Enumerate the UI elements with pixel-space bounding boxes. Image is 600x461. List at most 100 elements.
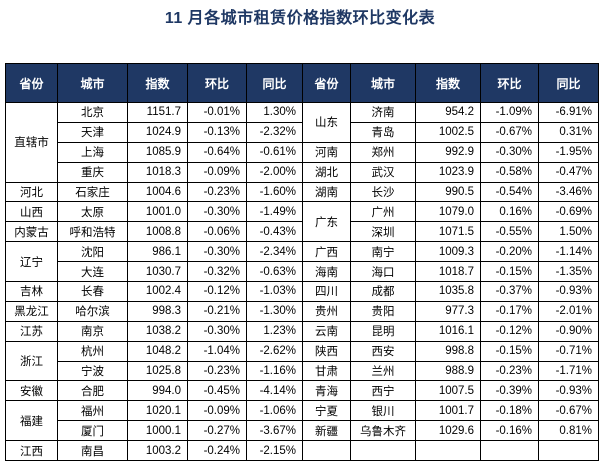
index-value-cell: 1029.6 (415, 420, 481, 442)
mom-value-cell: -0.16% (480, 420, 539, 442)
index-value-cell: 1038.2 (127, 320, 188, 342)
index-value-cell: 1001.7 (415, 400, 481, 422)
mom-value-cell: -0.09% (187, 400, 247, 422)
col-header-mom-left: 环比 (187, 63, 247, 103)
col-header-yoy-right: 同比 (538, 63, 599, 103)
city-cell: 杭州 (57, 340, 128, 362)
index-value-cell: 1003.2 (127, 440, 188, 461)
mom-value-cell: -1.09% (480, 102, 539, 123)
province-cell (302, 440, 351, 461)
province-cell: 云南 (302, 320, 351, 342)
province-cell: 江西 (5, 440, 58, 461)
yoy-value-cell: 1.23% (246, 320, 303, 342)
mom-value-cell: -0.13% (187, 121, 247, 143)
mom-value-cell: -0.30% (480, 141, 539, 163)
city-cell: 济南 (350, 102, 416, 123)
table-row: 上海 1085.9 -0.64% -0.61% 河南 郑州 992.9 -0.30% -1.95… (6, 141, 599, 163)
index-value-cell: 1008.8 (127, 221, 188, 243)
city-cell: 上海 (57, 141, 128, 163)
mom-value-cell: -0.64% (187, 141, 247, 163)
table-row: 江苏 南京 1038.2 -0.30% 1.23% 云南 昆明 1016.1 -0.12% -0.… (5, 320, 599, 342)
yoy-value-cell: 0.81% (538, 420, 599, 442)
province-cell: 河南 (302, 141, 351, 163)
index-value-cell: 977.3 (415, 300, 481, 322)
city-cell: 太原 (57, 201, 128, 223)
province-cell: 海南 (302, 261, 351, 283)
header-row: 省份 城市 指数 环比 同比 省份 城市 指数 环比 同比 (5, 63, 599, 103)
index-value-cell: 998.8 (415, 340, 481, 362)
province-cell: 浙江 (5, 340, 58, 382)
yoy-value-cell: -0.43% (246, 221, 303, 243)
yoy-value-cell: -1.49% (246, 201, 303, 223)
yoy-value-cell: -1.14% (538, 241, 599, 263)
yoy-value-cell: -1.30% (246, 300, 303, 322)
mom-value-cell: -0.30% (187, 241, 247, 263)
col-header-mom-right: 环比 (480, 63, 539, 103)
col-header-index-right: 指数 (415, 63, 481, 103)
mom-value-cell: -0.67% (480, 121, 539, 143)
city-cell: 南昌 (57, 440, 128, 461)
province-cell: 河北 (5, 181, 58, 203)
index-value-cell: 1020.1 (127, 400, 188, 422)
yoy-value-cell: 1.30% (246, 102, 303, 123)
index-value-cell: 994.0 (127, 380, 188, 402)
mom-value-cell: -0.58% (480, 161, 539, 183)
yoy-value-cell: -1.71% (538, 360, 599, 382)
province-cell: 山东 (302, 102, 351, 143)
city-cell: 贵阳 (350, 300, 416, 322)
city-cell: 青岛 (350, 121, 416, 143)
yoy-value-cell: -0.71% (538, 340, 599, 362)
table-row: 浙江 杭州 1048.2 -1.04% -2.62% 陕西 西安 998.8 -0.15% -0.… (5, 340, 599, 382)
table-row: 天津 1024.9 -0.13% -2.32% 青岛 1002.5 -0.67% 0.31% (6, 121, 599, 143)
yoy-value-cell: -1.35% (538, 261, 599, 283)
city-cell: 广州 (350, 201, 416, 223)
province-cell: 辽宁 (5, 241, 58, 283)
rent-index-table: 省份 城市 指数 环比 同比 省份 城市 指数 环比 同比 直辖市 北京 1151.… (5, 63, 599, 461)
province-cell: 广西 (302, 241, 351, 263)
city-cell: 西安 (350, 340, 416, 362)
province-cell: 黑龙江 (5, 300, 58, 322)
province-cell: 江苏 (5, 320, 58, 342)
index-value-cell: 1035.8 (415, 281, 481, 302)
mom-value-cell: -0.27% (187, 420, 247, 442)
table-row: 大连 1030.7 -0.32% -0.63% 海南 海口 1018.7 -0.15% -1.3… (6, 261, 599, 283)
city-cell: 沈阳 (57, 241, 128, 263)
index-value-cell: 1048.2 (127, 340, 188, 362)
city-cell: 西宁 (350, 380, 416, 402)
yoy-value-cell: -0.47% (538, 161, 599, 183)
city-cell: 南宁 (350, 241, 416, 263)
index-value-cell: 1151.7 (127, 102, 188, 123)
yoy-value-cell: -1.60% (246, 181, 303, 203)
table-row: 山西 太原 1001.0 -0.30% -1.49% 广东 广州 1079.0 0.16% -0.… (5, 201, 599, 243)
col-header-province-right: 省份 (302, 63, 351, 103)
mom-value-cell: -1.04% (187, 340, 247, 362)
index-value-cell: 1004.6 (127, 181, 188, 203)
yoy-value-cell: 1.50% (538, 221, 599, 243)
mom-value-cell: -0.06% (187, 221, 247, 243)
city-cell: 银川 (350, 400, 416, 422)
province-cell: 甘肃 (302, 360, 351, 382)
city-cell: 合肥 (57, 380, 128, 402)
yoy-value-cell: -0.93% (538, 380, 599, 402)
province-cell: 贵州 (302, 300, 351, 322)
mom-value-cell: -0.09% (187, 161, 247, 183)
index-value-cell: 998.3 (127, 300, 188, 322)
city-cell: 昆明 (350, 320, 416, 342)
city-cell: 福州 (57, 400, 128, 422)
province-cell: 四川 (302, 281, 351, 302)
yoy-value-cell: -1.03% (246, 281, 303, 302)
yoy-value-cell: -2.00% (246, 161, 303, 183)
index-value-cell: 1030.7 (127, 261, 188, 283)
mom-value-cell: -0.39% (480, 380, 539, 402)
yoy-value-cell: -0.93% (538, 281, 599, 302)
city-cell: 北京 (57, 102, 128, 123)
mom-value-cell: -0.24% (187, 440, 247, 461)
province-cell: 陕西 (302, 340, 351, 362)
mom-value-cell: -0.17% (480, 300, 539, 322)
mom-value-cell: -0.23% (480, 360, 539, 382)
mom-value-cell: -0.21% (187, 300, 247, 322)
col-header-city-left: 城市 (57, 63, 128, 103)
province-cell: 湖北 (302, 161, 351, 183)
city-cell: 天津 (57, 121, 128, 143)
page-title: 11 月各城市租赁价格指数环比变化表 (164, 10, 436, 27)
